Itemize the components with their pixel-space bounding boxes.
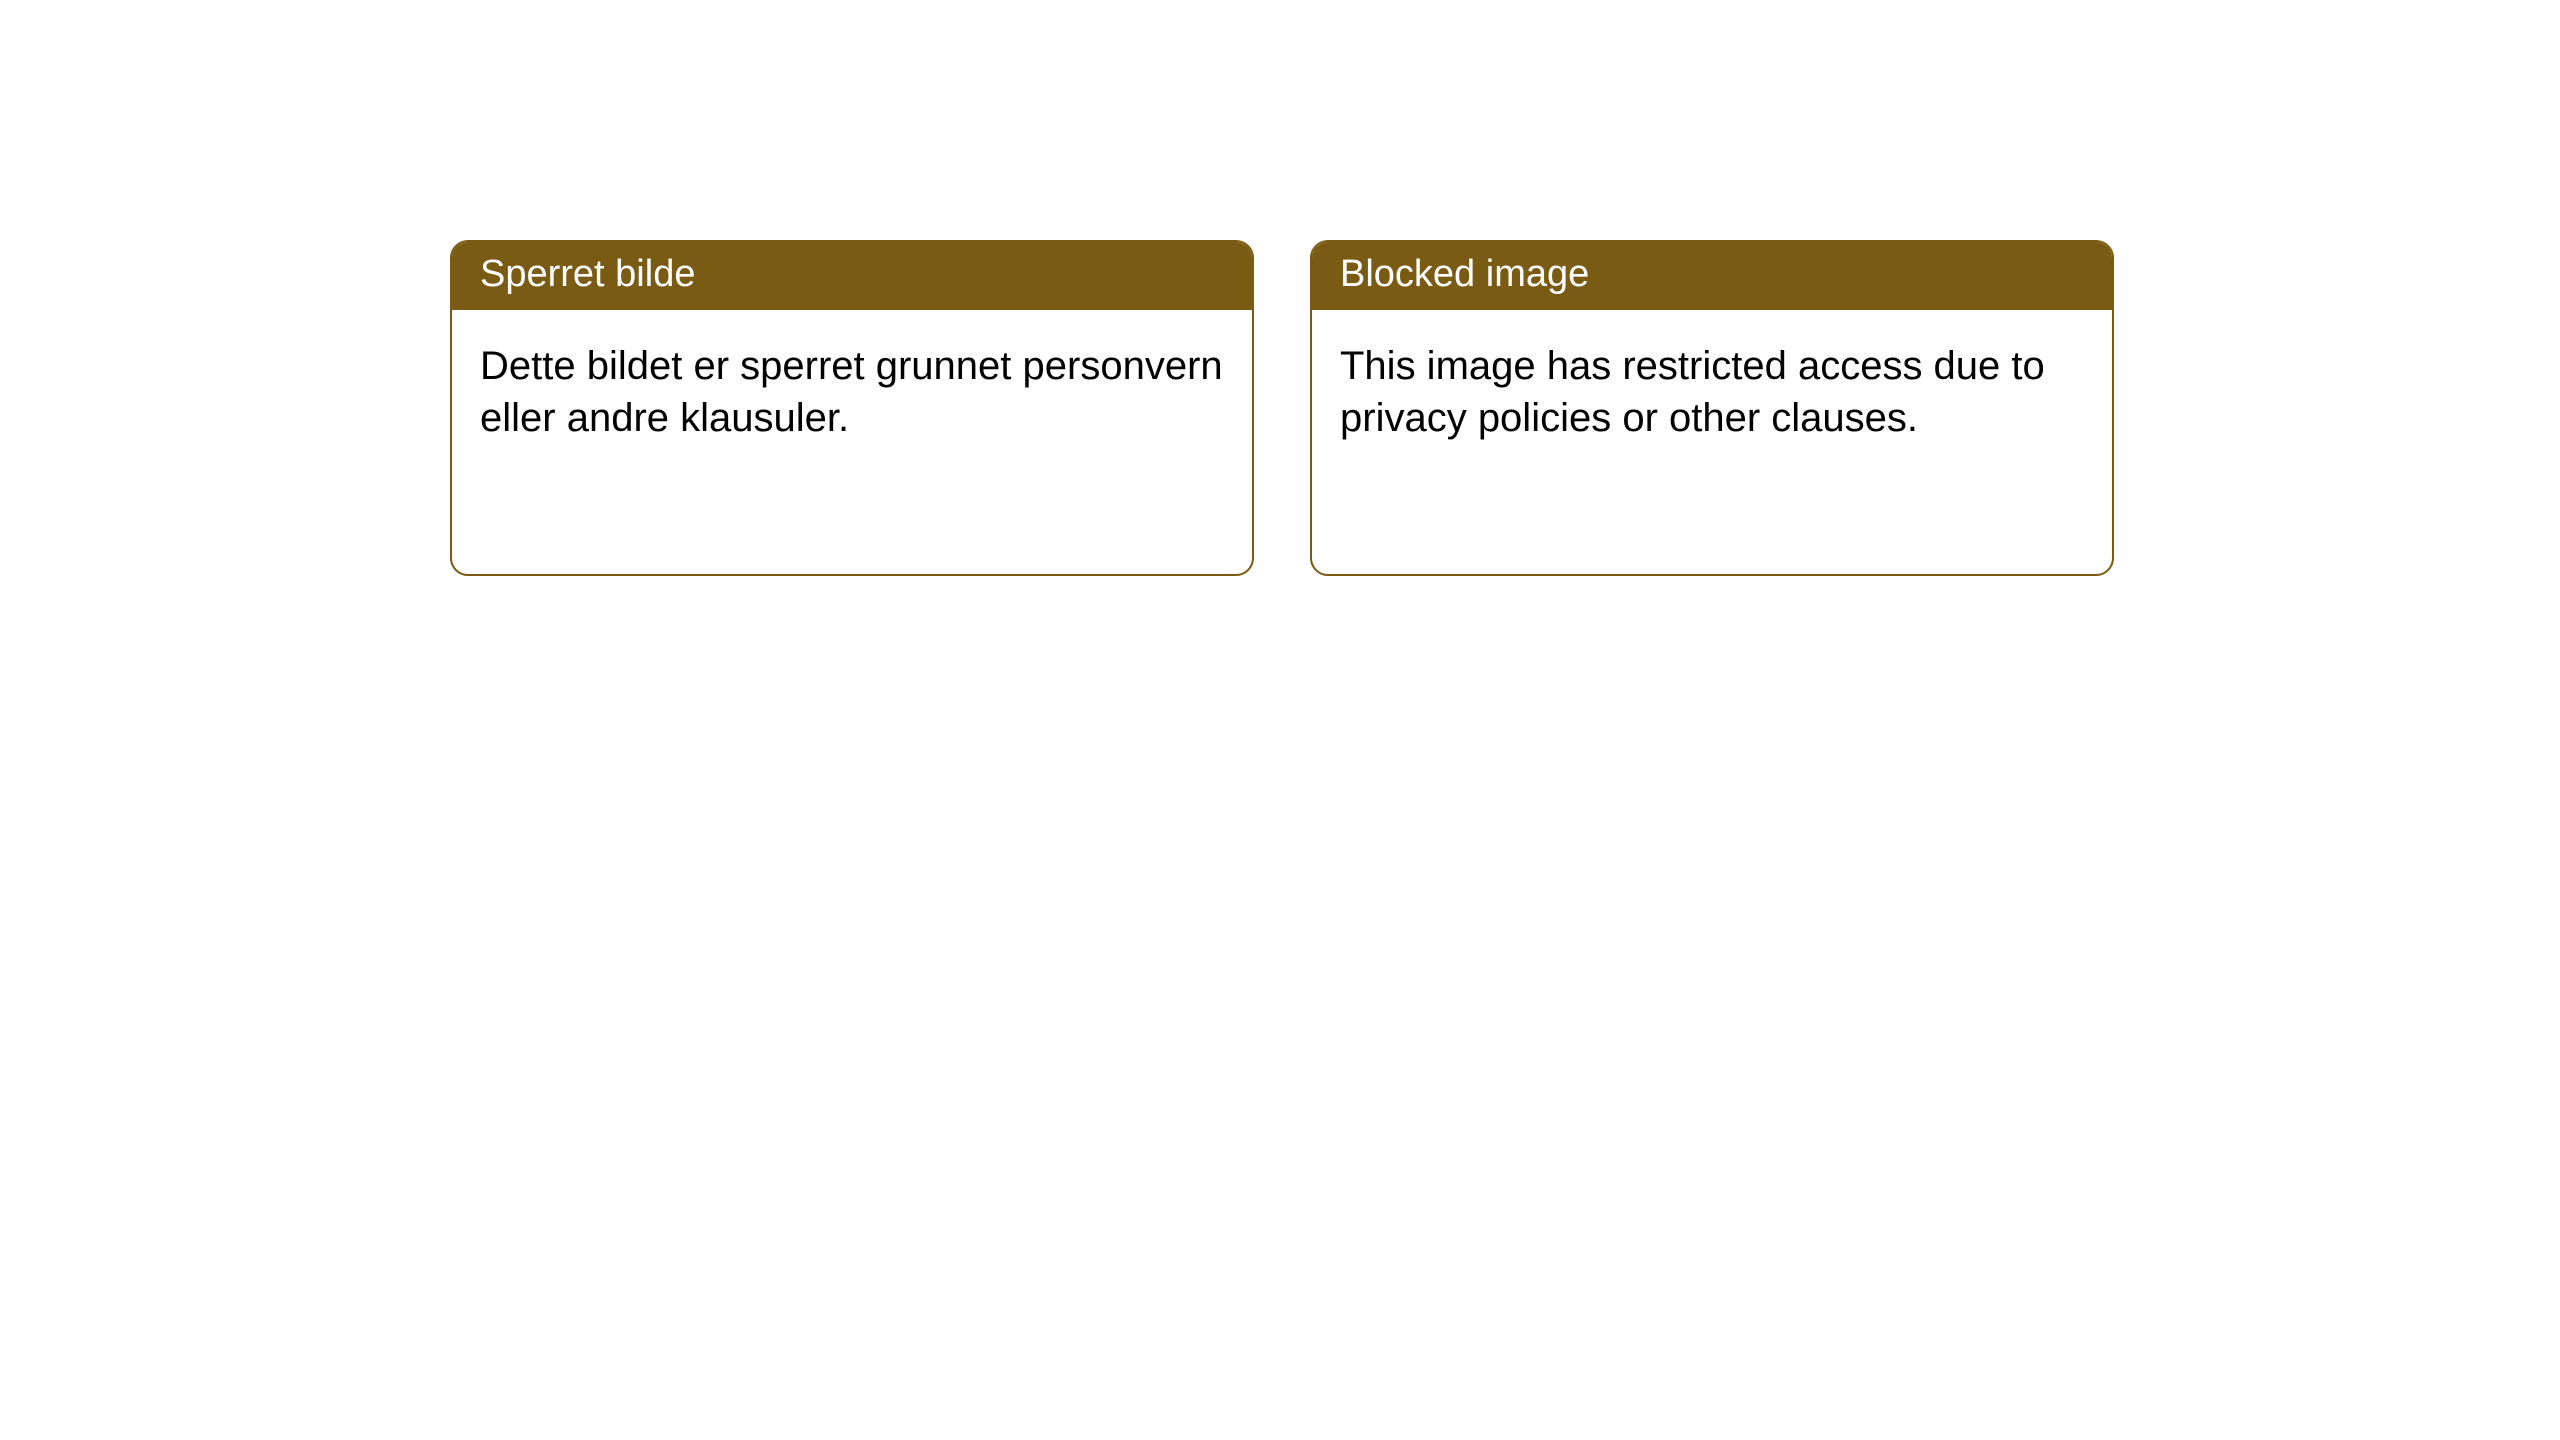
notice-body: This image has restricted access due to … xyxy=(1312,310,2112,474)
notice-header: Blocked image xyxy=(1312,242,2112,310)
notice-body: Dette bildet er sperret grunnet personve… xyxy=(452,310,1252,474)
notice-card-english: Blocked image This image has restricted … xyxy=(1310,240,2114,576)
notice-card-norwegian: Sperret bilde Dette bildet er sperret gr… xyxy=(450,240,1254,576)
notice-container: Sperret bilde Dette bildet er sperret gr… xyxy=(0,0,2560,576)
notice-header: Sperret bilde xyxy=(452,242,1252,310)
